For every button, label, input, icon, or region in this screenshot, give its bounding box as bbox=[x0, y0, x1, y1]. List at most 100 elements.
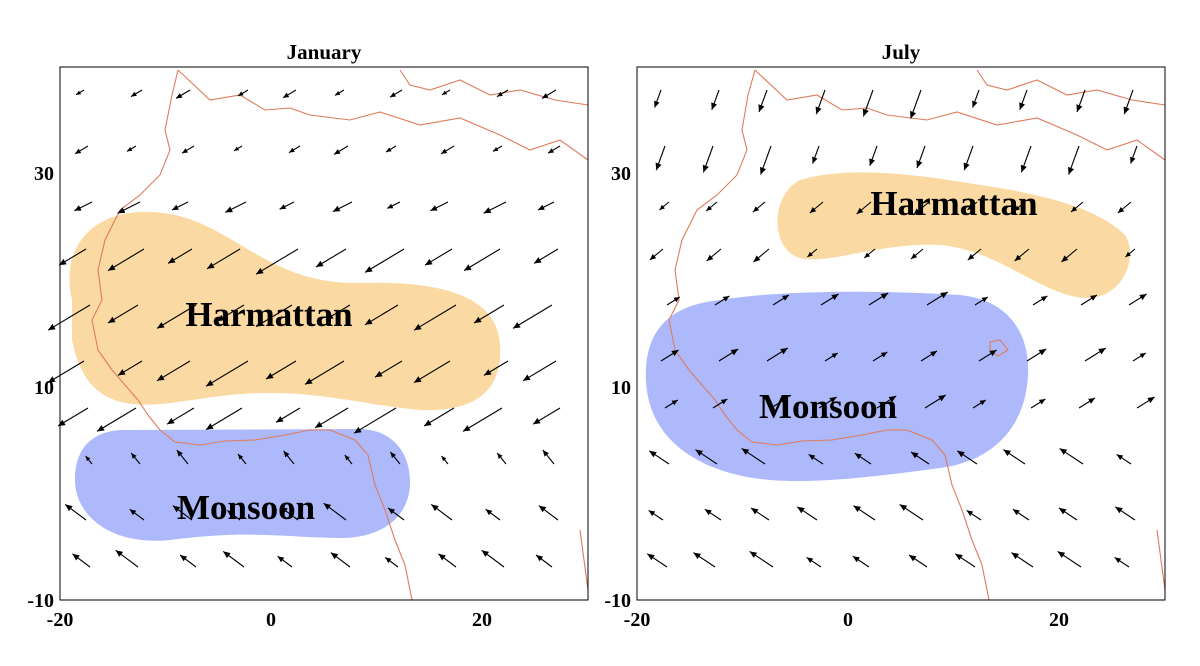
wind-arrowhead bbox=[172, 204, 179, 210]
coastline-january bbox=[91, 69, 589, 601]
panel-title: July bbox=[882, 40, 921, 64]
wind-arrowhead bbox=[911, 253, 918, 259]
wind-arrowhead bbox=[1014, 205, 1020, 211]
harmattan-shape bbox=[69, 211, 501, 411]
wind-arrow bbox=[96, 407, 137, 432]
wind-arrowhead bbox=[157, 374, 165, 381]
wind-arrowhead bbox=[1090, 295, 1097, 301]
wind-arrowhead bbox=[108, 316, 116, 323]
wind-arrowhead bbox=[332, 205, 341, 212]
wind-arrowhead bbox=[720, 399, 728, 405]
y-tick-label: 10 bbox=[34, 377, 54, 399]
wind-arrowhead bbox=[1123, 106, 1130, 115]
wind-arrowhead bbox=[131, 91, 137, 97]
wind-arrowhead bbox=[1020, 164, 1027, 173]
wind-arrowhead bbox=[1061, 255, 1069, 262]
wind-arrowhead bbox=[75, 148, 82, 154]
wind-arrowhead bbox=[888, 396, 897, 403]
harmattan-region-july bbox=[777, 172, 1131, 299]
monsoon-label: Monsoon bbox=[177, 488, 315, 527]
wind-arrowhead bbox=[59, 258, 67, 266]
wind-arrowhead bbox=[234, 146, 240, 151]
wind-arrowhead bbox=[1098, 348, 1106, 355]
wind-arrowhead bbox=[749, 551, 758, 558]
wind-arrowhead bbox=[442, 90, 448, 95]
wind-arrowhead bbox=[807, 251, 813, 257]
wind-arrowhead bbox=[85, 456, 91, 462]
wind-arrowhead bbox=[387, 203, 394, 209]
wind-arrowhead bbox=[172, 505, 181, 513]
wind-arrowhead bbox=[256, 320, 264, 327]
wind-arrowhead bbox=[1040, 296, 1048, 302]
wind-arrowhead bbox=[1019, 102, 1025, 110]
wind-arrowhead bbox=[751, 508, 759, 515]
monsoon-label: Monsoon bbox=[759, 387, 897, 426]
wind-arrowhead bbox=[1147, 397, 1155, 404]
wind-arrowhead bbox=[967, 254, 975, 260]
wind-arrowhead bbox=[305, 378, 313, 385]
wind-arrowhead bbox=[671, 350, 679, 357]
wind-arrowhead bbox=[1012, 509, 1020, 516]
wind-arrowhead bbox=[780, 398, 787, 404]
harmattan-label: Harmattan bbox=[870, 184, 1037, 223]
y-tick-label: 30 bbox=[611, 163, 631, 185]
wind-arrowhead bbox=[430, 205, 438, 211]
y-tick-label: -10 bbox=[604, 590, 631, 612]
wind-arrowhead bbox=[1116, 454, 1124, 461]
y-tick-label: 30 bbox=[34, 163, 54, 185]
wind-arrowhead bbox=[1038, 399, 1046, 405]
wind-arrowhead bbox=[289, 147, 295, 153]
wind-arrowhead bbox=[910, 110, 916, 119]
wind-arrowhead bbox=[97, 425, 105, 432]
wind-arrowhead bbox=[854, 453, 862, 460]
wind-arrowhead bbox=[655, 162, 662, 171]
wind-arrowhead bbox=[957, 450, 965, 458]
wind-arrowhead bbox=[323, 503, 332, 510]
wind-arrowhead bbox=[753, 206, 760, 212]
wind-arrowhead bbox=[673, 297, 680, 303]
coastline-west-africa bbox=[91, 69, 413, 601]
wind-arrowhead bbox=[365, 318, 373, 325]
wind-arrowhead bbox=[167, 417, 175, 425]
wind-arrowhead bbox=[1071, 206, 1078, 212]
wind-arrowhead bbox=[207, 262, 215, 269]
harmattan-label: Harmattan bbox=[185, 295, 352, 334]
wind-arrowhead bbox=[1125, 251, 1131, 257]
wind-arrowhead bbox=[538, 505, 547, 513]
wind-arrowhead bbox=[330, 552, 339, 560]
wind-arrowhead bbox=[493, 147, 499, 152]
wind-arrowhead bbox=[354, 426, 362, 434]
wind-arrowhead bbox=[693, 552, 701, 560]
wind-arrowhead bbox=[1088, 398, 1095, 404]
wind-arrowhead bbox=[463, 425, 471, 432]
wind-arrowhead bbox=[853, 505, 861, 513]
wind-arrowhead bbox=[706, 205, 712, 211]
x-tick-label: 20 bbox=[1049, 609, 1069, 631]
monsoon-shape bbox=[75, 429, 410, 541]
wind-arrowhead bbox=[225, 206, 233, 213]
wind-arrowhead bbox=[497, 453, 503, 459]
coastline-north bbox=[754, 69, 1166, 161]
wind-arrowhead bbox=[48, 323, 56, 331]
wind-arrowhead bbox=[989, 350, 997, 357]
wind-arrowhead bbox=[806, 557, 814, 564]
wind-arrowhead bbox=[414, 323, 422, 331]
wind-arrowhead bbox=[424, 419, 432, 426]
wind-arrowhead bbox=[1003, 449, 1011, 457]
wind-arrowhead bbox=[280, 506, 288, 514]
coastline-red-sea bbox=[1156, 529, 1166, 591]
wind-arrow bbox=[364, 248, 405, 273]
wind-arrowhead bbox=[206, 423, 214, 430]
wind-arrowhead bbox=[344, 455, 350, 461]
wind-arrowhead bbox=[58, 419, 66, 426]
wind-arrowhead bbox=[375, 370, 383, 378]
coastline-mediterranean bbox=[399, 69, 589, 106]
wind-arrowhead bbox=[206, 379, 214, 387]
wind-arrowhead bbox=[829, 397, 837, 404]
wind-arrowhead bbox=[812, 156, 818, 164]
wind-arrowhead bbox=[335, 91, 341, 96]
wind-arrowhead bbox=[441, 148, 448, 154]
wind-arrowhead bbox=[979, 400, 986, 406]
wind-arrowhead bbox=[706, 254, 714, 261]
wind-arrowhead bbox=[326, 313, 334, 320]
